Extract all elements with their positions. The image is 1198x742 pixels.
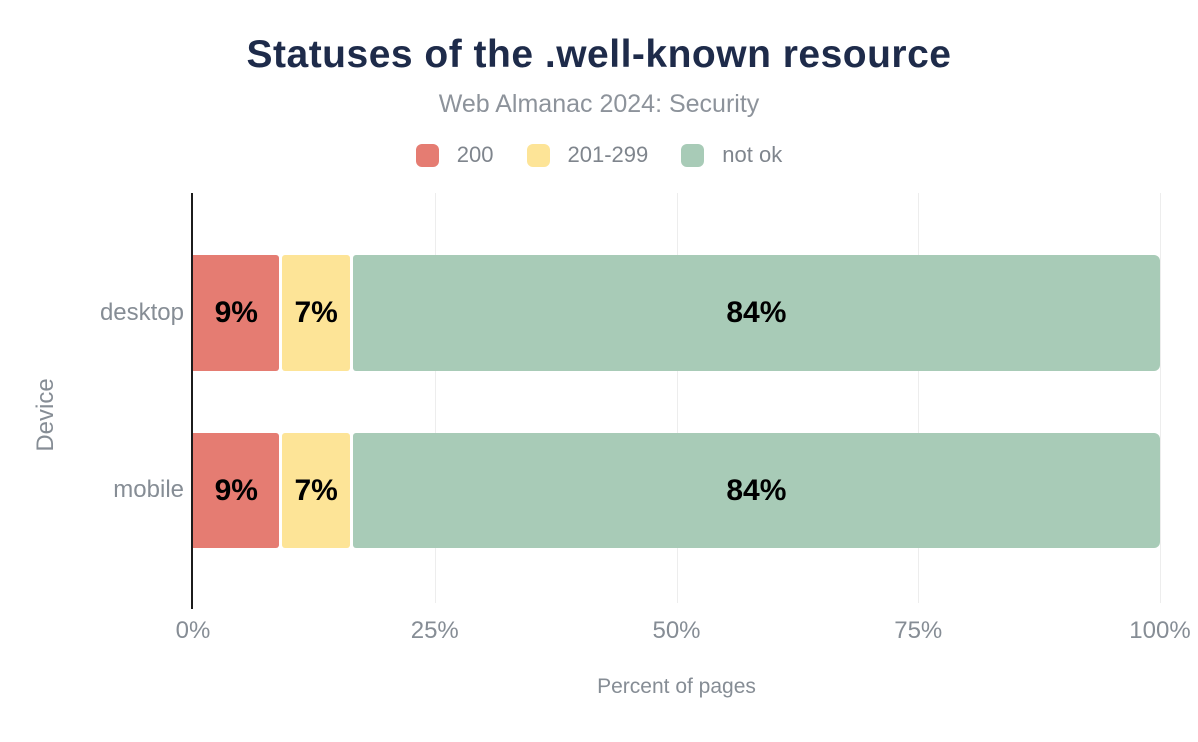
category-label-desktop: desktop	[99, 299, 184, 326]
x-tick-0: 0%	[175, 617, 211, 644]
x-axis-title: Percent of pages	[597, 675, 756, 698]
plot-area: Percent of pages 9% 7% 84% desktop 9% 7% 84% mo…	[100, 193, 1191, 698]
x-tick-100: 100%	[1129, 617, 1191, 644]
legend-label: not ok	[722, 142, 783, 167]
legend-swatch-icon	[415, 143, 439, 167]
category-label-mobile: mobile	[113, 476, 184, 503]
bar-value-label: 7%	[294, 473, 338, 507]
bar-segment-mobile-201-299[interactable]: 7%	[282, 433, 350, 548]
bar-value-label: 9%	[214, 473, 258, 507]
legend-item-200[interactable]: 200	[415, 142, 494, 168]
legend-swatch-icon	[681, 143, 705, 167]
bar-row-desktop: 9% 7% 84%	[193, 255, 1160, 371]
bar-row-mobile: 9% 7% 84%	[193, 433, 1160, 548]
bar-segment-mobile-not-ok[interactable]: 84%	[352, 433, 1160, 548]
gridline	[1160, 193, 1161, 603]
y-axis-line	[191, 193, 193, 609]
legend-item-201-299[interactable]: 201-299	[526, 142, 649, 168]
gridline	[434, 193, 436, 603]
bar-segment-desktop-not-ok[interactable]: 84%	[352, 255, 1160, 371]
bar-segment-desktop-200[interactable]: 9%	[193, 255, 280, 371]
chart-title: Statuses of the .well-known resource	[246, 33, 952, 76]
legend-label: 201-299	[567, 142, 649, 167]
gridline	[918, 193, 920, 603]
bar-value-label: 84%	[726, 473, 787, 507]
x-tick-50: 50%	[652, 617, 701, 644]
bar-value-label: 9%	[214, 296, 258, 329]
chart-subtitle: Web Almanac 2024: Security	[438, 90, 760, 118]
legend: 200 201-299 not ok	[0, 142, 1198, 168]
gridline	[676, 193, 678, 603]
x-tick-75: 75%	[894, 617, 943, 644]
legend-label: 200	[456, 142, 494, 167]
bar-segment-desktop-201-299[interactable]: 7%	[282, 255, 350, 371]
legend-swatch-icon	[526, 143, 550, 167]
bar-value-label: 84%	[726, 296, 787, 329]
y-axis-title: Device	[32, 378, 59, 452]
bar-segment-mobile-200[interactable]: 9%	[193, 433, 280, 548]
x-tick-25: 25%	[410, 617, 459, 644]
bar-value-label: 7%	[294, 296, 338, 329]
legend-item-not-ok[interactable]: not ok	[681, 142, 782, 168]
